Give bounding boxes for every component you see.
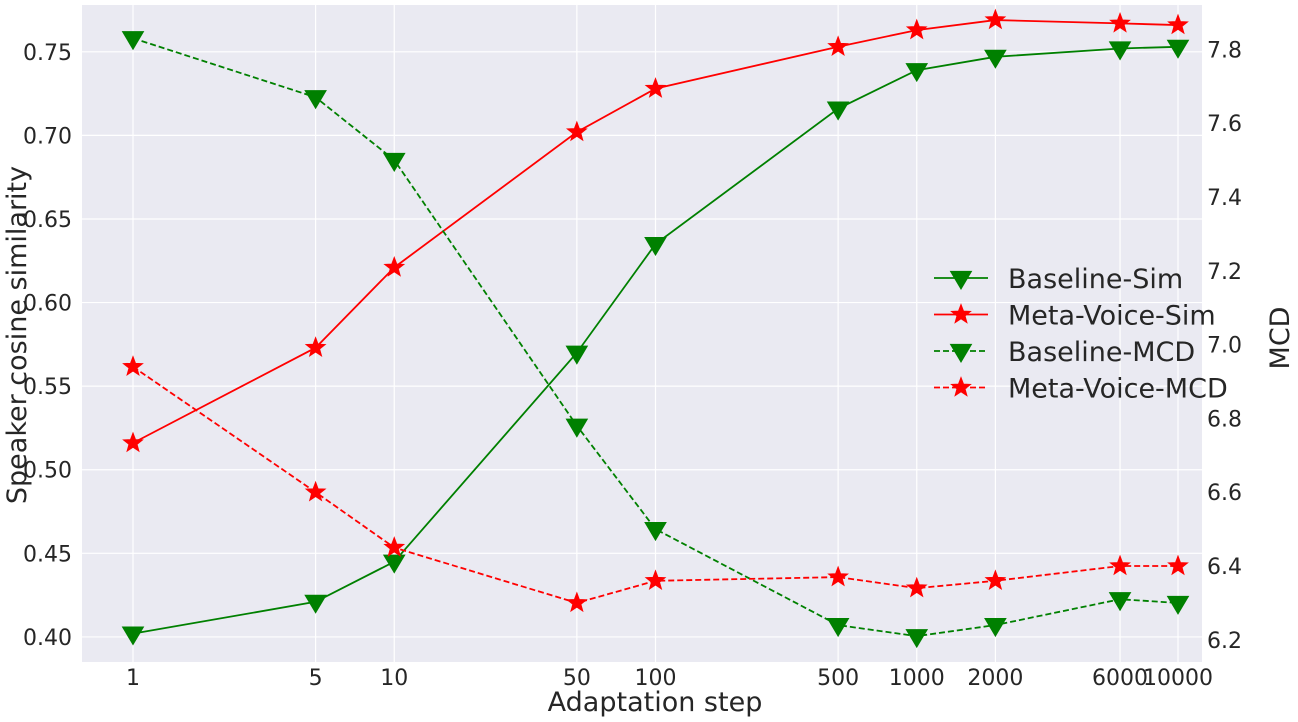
left-y-tick-label: 0.50 xyxy=(23,459,72,484)
left-y-tick-label: 0.65 xyxy=(23,208,72,233)
right-y-tick-label: 7.8 xyxy=(1207,38,1242,63)
data-point xyxy=(905,63,929,83)
series-line xyxy=(132,365,1178,604)
right-axis-ticks: 6.2 6.4 6.6 6.8 7.0 7.2 7.4 7.6 7.8 xyxy=(1207,38,1242,654)
right-y-axis-label: MCD xyxy=(1265,307,1296,370)
data-point xyxy=(826,101,850,121)
data-point xyxy=(905,18,928,40)
legend-label: Baseline-MCD xyxy=(1008,337,1195,368)
data-point xyxy=(1166,595,1190,615)
legend-item: Meta-Voice-MCD xyxy=(934,374,1228,405)
legend-label: Baseline-Sim xyxy=(1008,264,1183,295)
data-point xyxy=(905,629,929,649)
legend-label: Meta-Voice-MCD xyxy=(1008,374,1228,405)
data-point xyxy=(565,120,588,142)
legend-marker xyxy=(949,343,973,363)
right-y-tick-label: 7.0 xyxy=(1207,334,1242,359)
x-tick-label: 500 xyxy=(817,666,859,691)
data-point xyxy=(1166,39,1190,59)
data-point xyxy=(984,617,1007,638)
series-line xyxy=(132,45,1179,635)
data-point xyxy=(644,522,667,542)
series-layer xyxy=(121,8,1190,649)
legend-label: Meta-Voice-Sim xyxy=(1008,301,1216,332)
data-point xyxy=(383,536,406,557)
x-tick-label: 2000 xyxy=(967,666,1023,691)
data-point xyxy=(382,554,406,574)
right-y-tick-label: 6.6 xyxy=(1207,481,1242,506)
plot-background xyxy=(82,5,1202,662)
series-meta-voice-mcd xyxy=(122,355,1189,613)
left-axis-ticks: 0.40 0.45 0.50 0.55 0.60 0.65 0.70 0.75 xyxy=(23,41,72,651)
data-point xyxy=(644,236,667,257)
data-point xyxy=(304,594,327,614)
data-point xyxy=(644,77,667,98)
data-point xyxy=(565,591,588,613)
series-baseline-sim xyxy=(121,39,1190,646)
legend-item: Baseline-Sim xyxy=(934,264,1183,295)
right-y-tick-label: 7.6 xyxy=(1207,112,1242,137)
right-y-tick-label: 6.2 xyxy=(1207,629,1242,654)
data-point xyxy=(1109,554,1131,576)
series-line xyxy=(132,19,1179,444)
right-y-tick-label: 7.2 xyxy=(1207,260,1242,285)
x-axis-label: Adaptation step xyxy=(548,687,763,718)
data-point xyxy=(984,49,1007,69)
data-point xyxy=(905,576,928,598)
data-point xyxy=(644,569,667,591)
data-point xyxy=(304,336,327,357)
right-y-tick-label: 7.4 xyxy=(1207,186,1242,211)
series-line xyxy=(132,37,1179,638)
data-point xyxy=(383,256,406,277)
data-point xyxy=(984,569,1007,591)
left-y-tick-label: 0.40 xyxy=(23,626,72,651)
series-meta-voice-sim xyxy=(122,8,1189,453)
data-point xyxy=(1108,41,1132,61)
data-point xyxy=(1109,11,1131,33)
legend-item: Baseline-MCD xyxy=(934,337,1195,368)
data-point xyxy=(121,31,145,51)
x-tick-label: 10000 xyxy=(1143,666,1213,691)
series-baseline-mcd xyxy=(121,31,1190,649)
x-tick-label: 1 xyxy=(126,666,140,691)
x-tick-label: 1000 xyxy=(889,666,945,691)
data-point xyxy=(122,431,144,453)
data-point xyxy=(1108,592,1132,612)
data-point xyxy=(1167,554,1189,576)
data-point xyxy=(565,418,589,438)
data-point xyxy=(304,90,327,110)
x-tick-label: 100 xyxy=(635,666,677,691)
left-y-tick-label: 0.75 xyxy=(23,41,72,66)
left-y-tick-label: 0.45 xyxy=(23,542,72,567)
data-point xyxy=(827,35,849,57)
right-y-tick-label: 6.4 xyxy=(1207,555,1242,580)
data-point xyxy=(304,480,327,502)
legend: Baseline-Sim Meta-Voice-Sim Baseline-MCD Me… xyxy=(934,264,1228,405)
left-y-tick-label: 0.70 xyxy=(23,124,72,149)
data-point xyxy=(826,617,850,638)
data-point xyxy=(1167,13,1189,35)
x-tick-label: 10 xyxy=(380,666,408,691)
x-tick-label: 50 xyxy=(563,666,591,691)
legend-item: Meta-Voice-Sim xyxy=(934,301,1216,332)
data-point xyxy=(382,152,406,173)
data-point xyxy=(565,345,589,365)
data-point xyxy=(827,565,849,587)
legend-marker xyxy=(950,303,972,324)
legend-marker xyxy=(950,376,972,397)
left-y-tick-label: 0.60 xyxy=(23,292,72,317)
data-point xyxy=(984,8,1007,30)
x-tick-label: 6000 xyxy=(1092,666,1148,691)
x-tick-label: 5 xyxy=(309,666,323,691)
left-y-tick-label: 0.55 xyxy=(23,375,72,400)
legend-marker xyxy=(949,270,973,290)
right-y-tick-label: 6.8 xyxy=(1207,407,1242,432)
data-point xyxy=(122,355,144,376)
data-point xyxy=(121,626,145,646)
left-y-axis-label: Speaker cosine similarity xyxy=(2,166,33,504)
